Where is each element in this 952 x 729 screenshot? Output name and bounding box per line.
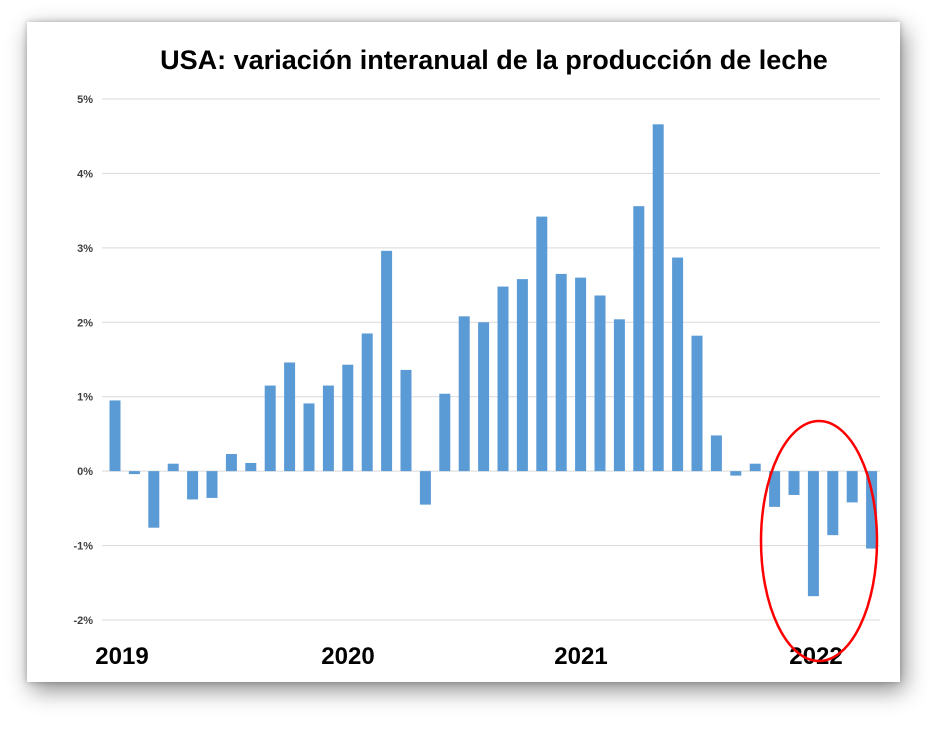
y-tick-label: 2% bbox=[77, 317, 93, 329]
bar bbox=[264, 385, 276, 472]
bar bbox=[710, 435, 722, 472]
bar bbox=[497, 286, 509, 472]
y-tick-label: -1% bbox=[73, 541, 93, 553]
bar bbox=[225, 454, 237, 472]
bar bbox=[788, 471, 800, 495]
bar bbox=[652, 124, 664, 472]
bar bbox=[555, 273, 567, 472]
chart-card: USA: variación interanual de la producci… bbox=[27, 22, 900, 682]
bar bbox=[749, 463, 761, 472]
bar bbox=[167, 463, 179, 472]
y-tick-label: 4% bbox=[77, 168, 93, 180]
bar bbox=[381, 250, 393, 472]
bar bbox=[322, 385, 334, 472]
x-axis-year-labels: 2019 2020 2021 2022 bbox=[95, 643, 842, 670]
gridlines bbox=[102, 98, 880, 621]
y-tick-label: 5% bbox=[77, 94, 93, 106]
bar bbox=[303, 403, 315, 472]
bar bbox=[148, 471, 160, 528]
chart-title: USA: variación interanual de la producci… bbox=[160, 45, 828, 75]
bar bbox=[691, 335, 703, 472]
highlight-ellipse bbox=[759, 419, 879, 663]
bar bbox=[206, 471, 218, 498]
bar bbox=[516, 279, 528, 472]
bar bbox=[284, 362, 296, 472]
bars bbox=[109, 124, 878, 597]
bar bbox=[478, 322, 490, 472]
y-tick-label: 3% bbox=[77, 243, 93, 255]
bar bbox=[361, 333, 373, 472]
bar bbox=[439, 393, 451, 472]
bar bbox=[109, 400, 121, 472]
bar bbox=[730, 471, 742, 476]
year-label: 2021 bbox=[554, 643, 607, 670]
y-tick-label: 1% bbox=[77, 392, 93, 404]
bar bbox=[807, 471, 819, 597]
bar bbox=[846, 471, 858, 503]
y-tick-label: 0% bbox=[77, 466, 93, 478]
bar bbox=[458, 316, 470, 472]
bar bbox=[342, 364, 354, 472]
y-tick-label: -2% bbox=[73, 615, 93, 627]
bar bbox=[536, 216, 548, 472]
bar bbox=[187, 471, 199, 500]
year-label: 2020 bbox=[321, 643, 374, 670]
chart: USA: variación interanual de la producci… bbox=[73, 45, 880, 670]
bar bbox=[245, 462, 257, 472]
bar bbox=[672, 257, 684, 472]
bar bbox=[128, 471, 140, 475]
bar bbox=[866, 471, 878, 549]
year-label: 2019 bbox=[95, 643, 148, 670]
bar bbox=[594, 295, 606, 472]
bar bbox=[419, 471, 431, 505]
y-axis-ticks: 5% 4% 3% 2% 1% 0% -1% -2% bbox=[73, 94, 93, 627]
bar bbox=[827, 471, 839, 536]
bar bbox=[769, 471, 781, 507]
bar bbox=[575, 277, 587, 472]
bar bbox=[633, 206, 645, 472]
bar bbox=[613, 319, 625, 472]
bar bbox=[400, 369, 412, 472]
